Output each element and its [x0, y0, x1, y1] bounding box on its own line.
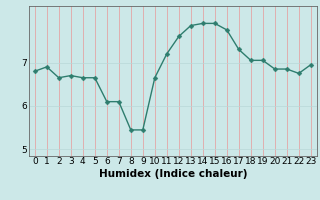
X-axis label: Humidex (Indice chaleur): Humidex (Indice chaleur): [99, 169, 247, 179]
